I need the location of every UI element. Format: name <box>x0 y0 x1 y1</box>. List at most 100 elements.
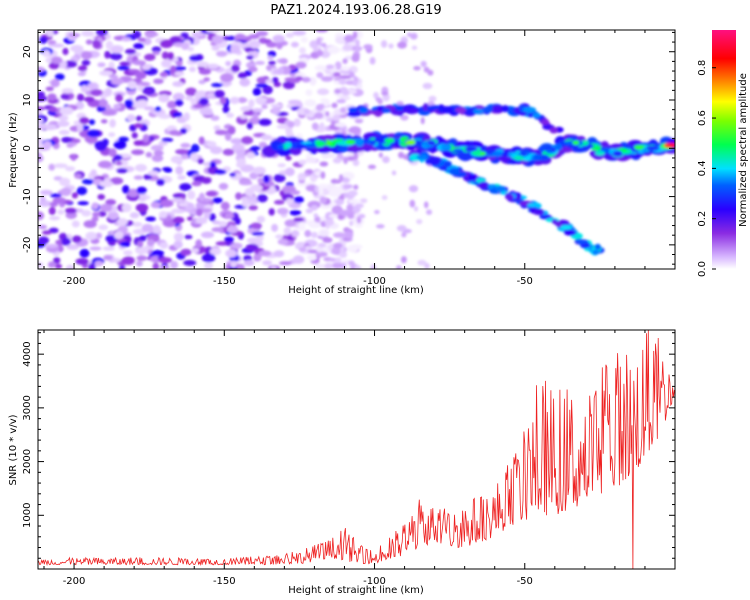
spectrogram-cell <box>135 203 149 213</box>
spectrogram-cell <box>132 221 143 227</box>
spectrogram-cell <box>167 52 174 61</box>
spectrogram-cell <box>277 238 289 246</box>
spectrogram-cell <box>38 262 44 268</box>
spectrogram-cell <box>347 212 355 219</box>
spectrogram-cell <box>147 170 159 176</box>
spectrogram-cell <box>352 206 361 214</box>
spectrogram-cell <box>271 223 279 232</box>
spectrogram-cell <box>74 173 82 179</box>
spectrogram-cell <box>201 253 216 263</box>
spectrogram-cell <box>248 66 258 73</box>
spectrogram-cell <box>159 39 173 49</box>
spectrogram-cell <box>209 247 222 256</box>
spectrogram-cell <box>245 243 259 252</box>
spectrogram-cell <box>138 196 147 202</box>
spectrogram-cell <box>81 178 95 185</box>
spectrogram-cell <box>501 105 510 113</box>
spectrogram-cell <box>244 187 255 197</box>
spectrogram-cell <box>81 209 92 217</box>
spectrogram-cell <box>113 103 122 110</box>
spectrogram-cell <box>314 263 327 269</box>
spectrogram-cell <box>172 81 184 87</box>
spectrogram-cell <box>334 198 345 206</box>
spectrogram-cell <box>171 197 184 203</box>
spectrogram-cell <box>258 118 272 126</box>
spectrogram-cell <box>38 36 48 44</box>
spectrogram-cell <box>127 80 137 90</box>
spectrogram-cell <box>59 177 71 187</box>
spectrogram-cell <box>109 177 124 185</box>
spectrogram-cell <box>382 156 390 164</box>
spectrogram-cell <box>91 202 99 210</box>
spectrogram-cell <box>262 260 273 266</box>
spectrogram-cell <box>57 209 65 215</box>
spectrogram-cell <box>230 138 243 145</box>
spectrogram-cell <box>116 168 128 174</box>
spectrogram-cell <box>141 223 154 233</box>
spectrogram-cell <box>448 167 460 176</box>
spectrogram-cell <box>416 154 429 160</box>
spectrogram-cell <box>223 81 232 86</box>
spectrogram-frame <box>37 29 676 270</box>
x-tick-label: -200 <box>63 276 86 287</box>
spectrogram-cell <box>370 264 377 269</box>
spectrogram-cell <box>312 45 319 52</box>
spectrogram-cell <box>70 153 77 161</box>
spectrogram-cell <box>48 206 56 216</box>
spectrogram-cell <box>38 95 48 102</box>
spectrogram-cell <box>153 150 164 156</box>
spectrogram-cell <box>211 82 224 88</box>
spectrogram-cell <box>293 196 305 204</box>
spectrogram-cell <box>49 193 62 198</box>
spectrogram-cell <box>43 123 57 131</box>
spectrogram-cell <box>258 141 267 148</box>
spectrogram-cell <box>375 97 382 102</box>
spectrogram-cell <box>272 76 279 84</box>
spectrogram-cell <box>347 190 358 197</box>
spectrogram-cell <box>132 30 142 39</box>
spectrogram-cell <box>260 134 273 141</box>
spectrogram-cell <box>314 170 323 177</box>
spectrogram-cell <box>45 86 54 92</box>
spectrogram-cell <box>341 262 347 269</box>
spectrogram-cell <box>137 37 146 42</box>
spectrogram-cell <box>107 211 119 220</box>
spectrogram-cell <box>355 39 360 47</box>
colorbar-tick-label: 0.0 <box>697 261 708 277</box>
spectrogram-cell <box>96 105 106 113</box>
spectrogram-cell <box>172 111 183 118</box>
spectrogram-cell <box>118 265 126 269</box>
snr-series-line <box>38 330 675 569</box>
spectrogram-cell <box>76 124 84 133</box>
spectrogram-cell <box>423 201 429 209</box>
spectrogram-cell <box>277 66 285 75</box>
spectrogram-cell <box>666 142 675 148</box>
spectrogram-cell <box>314 64 327 72</box>
spectrogram-cell <box>158 94 170 103</box>
spectrogram-cell <box>99 70 114 77</box>
spectrogram-cell <box>369 57 376 65</box>
spectrogram-cell <box>124 99 134 109</box>
spectrogram-cell <box>70 44 84 52</box>
spectrogram-cell <box>252 108 264 113</box>
spectrogram-cell <box>189 54 201 62</box>
spectrogram-cell <box>409 153 421 162</box>
spectrogram-cell <box>77 201 89 206</box>
spectrogram-cell <box>334 61 342 71</box>
spectrogram-cell <box>41 230 52 235</box>
spectrogram-cell <box>247 200 256 206</box>
spectrogram-cell <box>183 259 197 266</box>
spectrogram-cell <box>284 219 297 227</box>
spectrogram-cell <box>64 207 77 214</box>
spectrogram-cell <box>218 182 229 190</box>
spectrogram-cell <box>113 154 123 161</box>
spectrogram-cell <box>117 65 130 71</box>
spectrogram-cell <box>283 226 291 236</box>
spectrogram-cell <box>271 106 281 115</box>
spectrogram-cell <box>76 93 85 102</box>
spectrogram-cell <box>230 64 240 73</box>
spectrogram-cell <box>126 114 136 122</box>
spectrogram-cell <box>123 250 133 256</box>
spectrogram-cell <box>47 40 57 45</box>
spectrogram-cell <box>592 249 600 255</box>
